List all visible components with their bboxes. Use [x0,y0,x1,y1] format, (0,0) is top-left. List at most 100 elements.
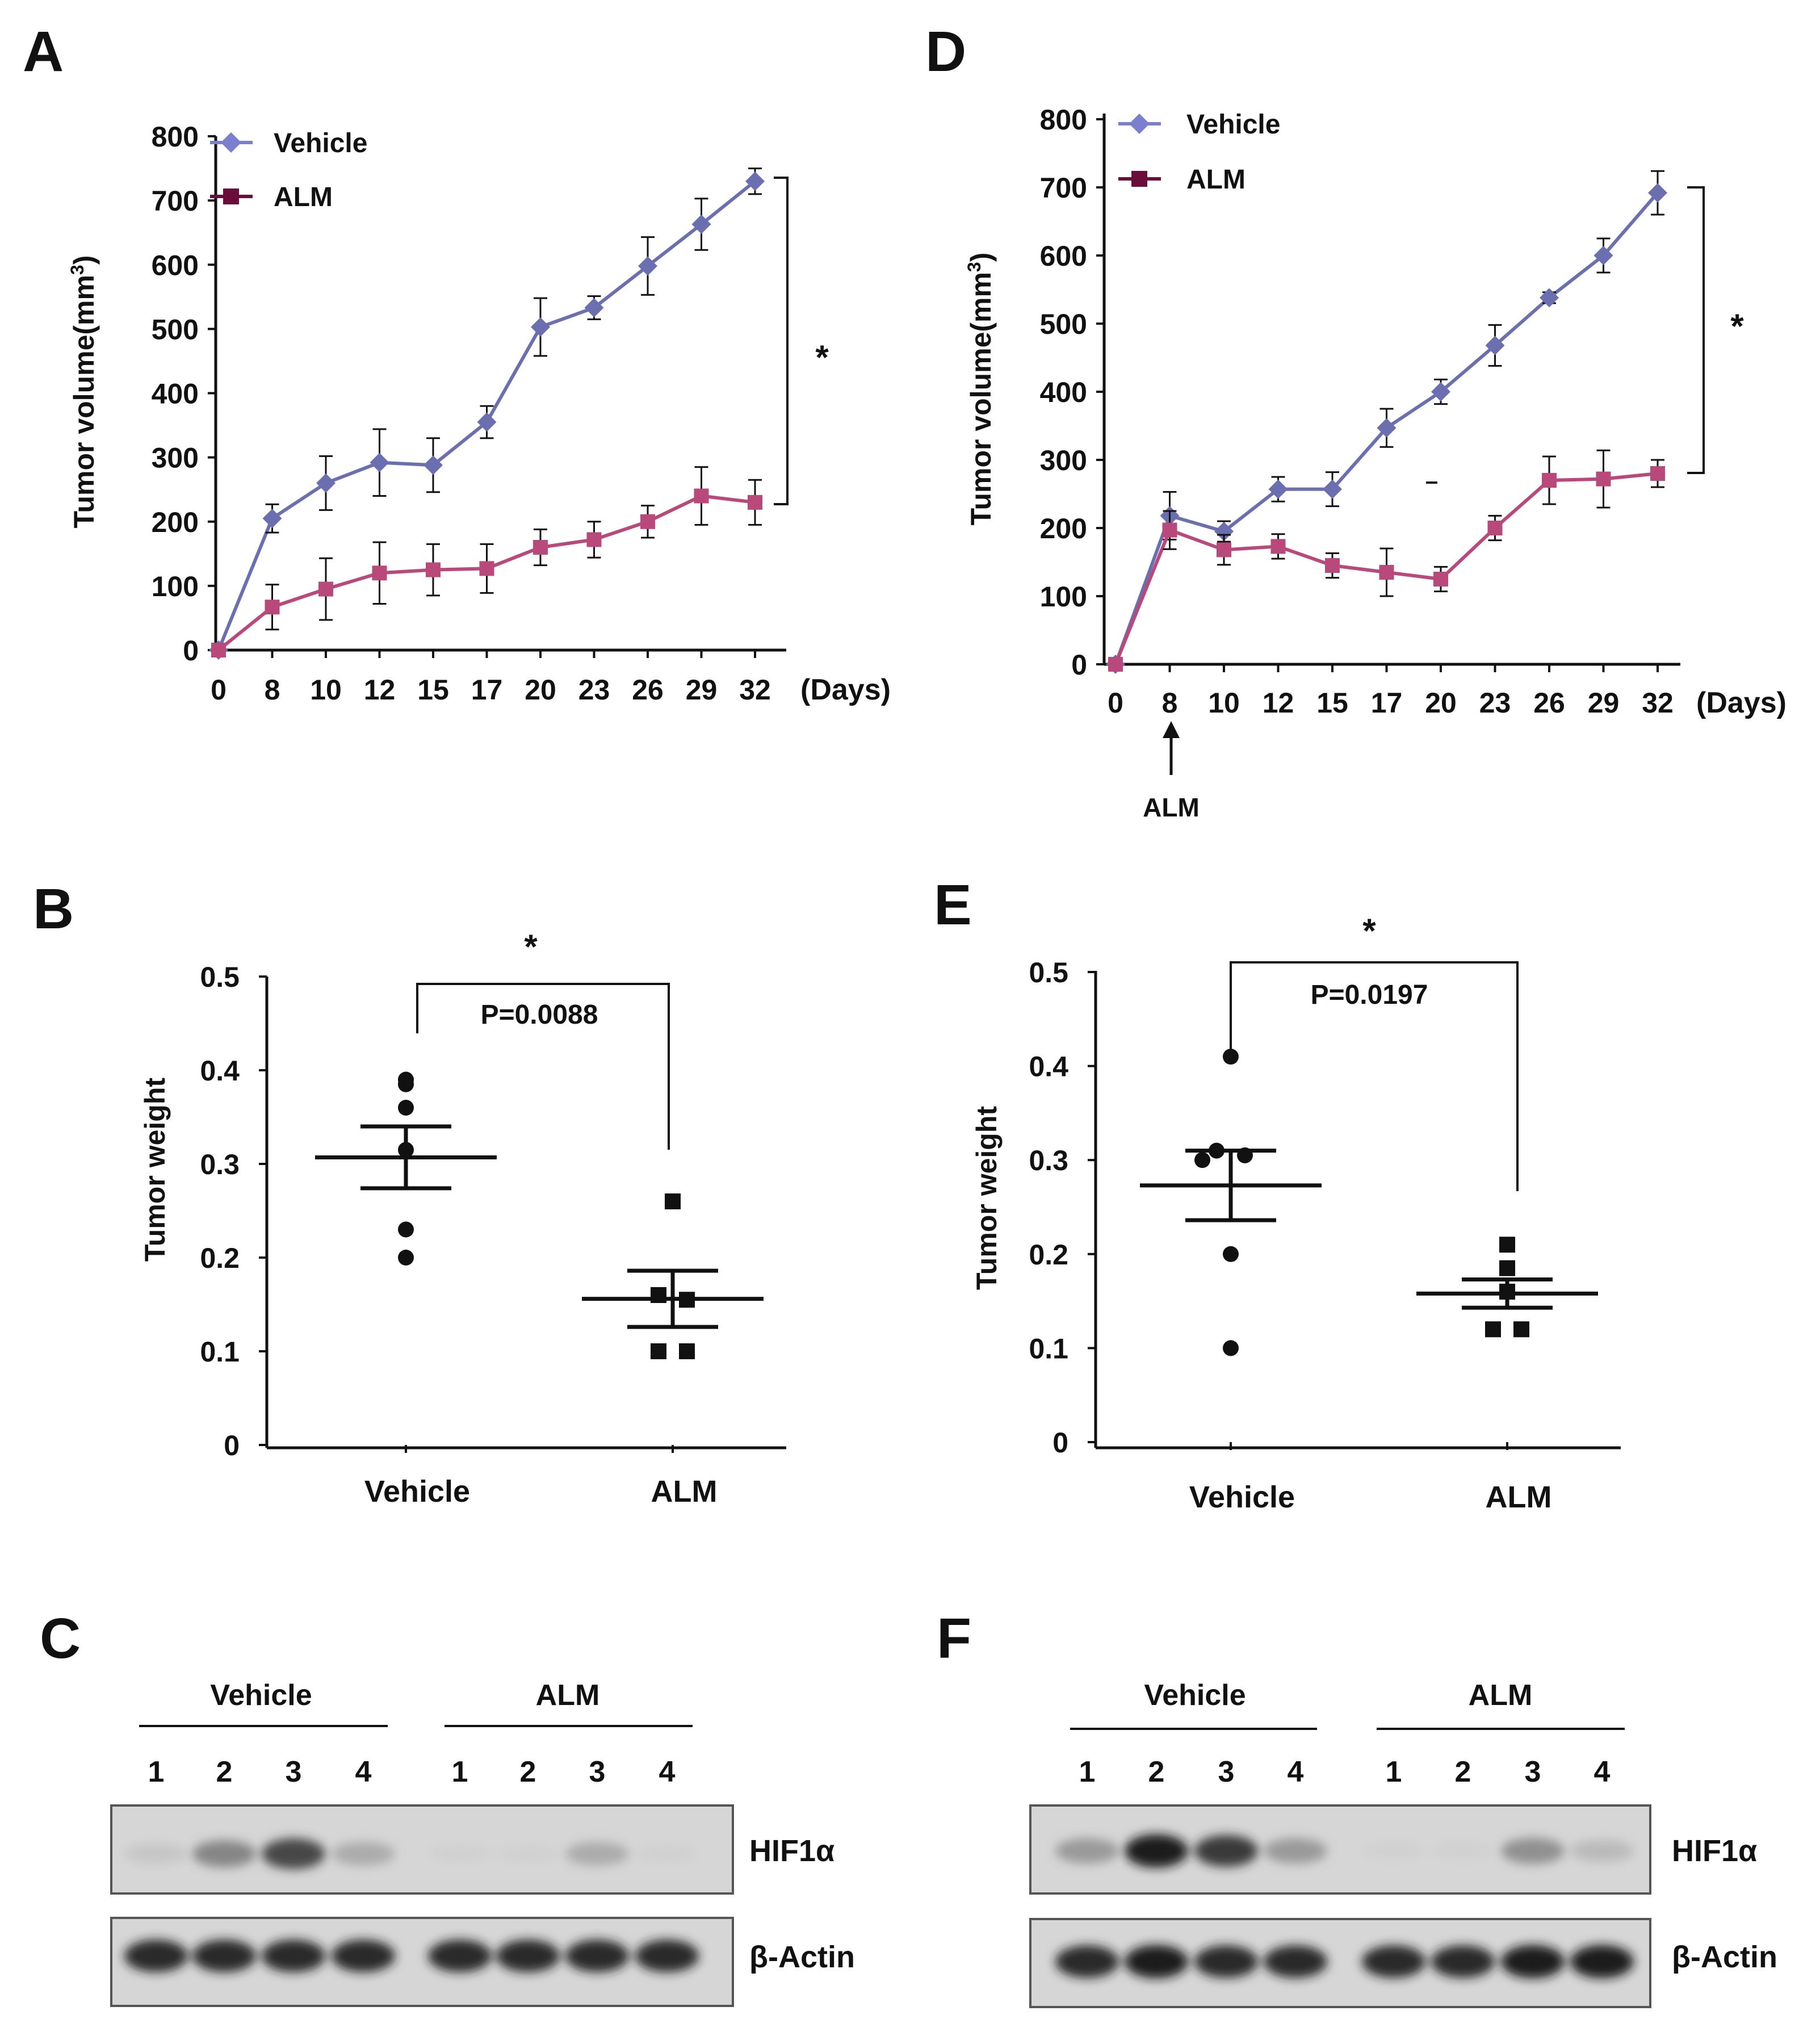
panel-f-hif1a-label: HIF1α [1672,1834,1757,1868]
panel-f-group-vehicle: Vehicle [1144,1679,1246,1712]
panel-d-x-ticks: 0 8 10 12 15 17 20 23 26 29 32 [1108,664,1674,719]
blot-band [332,1939,395,1972]
blot-band [635,1844,699,1863]
data-point-alm [265,600,280,615]
data-point-vehicle [745,171,765,191]
panel-c-hif1a-bands [124,1838,699,1870]
arrow-up-icon [1163,721,1180,738]
y-tick-label: 0.2 [1029,1239,1068,1271]
y-tick-label: 0 [183,635,199,667]
y-tick-label: 300 [1040,445,1087,476]
data-point-alm [372,565,387,581]
data-point-vehicle [638,256,657,276]
data-point-alm [1433,572,1448,586]
blot-band [1264,1945,1327,1978]
panel-a-y-label: Tumor volume(mm3) [67,255,100,529]
blot-band [1125,1834,1188,1868]
data-point-vehicle [531,317,550,337]
panel-b-y-label: Tumor weight [139,1078,171,1262]
panel-f-letter: F [937,1607,971,1670]
data-point-alm [1650,466,1665,481]
panel-d-x-unit: (Days) [1696,686,1787,719]
x-tick-label: 8 [1162,687,1178,719]
data-point-alm [694,488,709,504]
y-tick-label: 0 [224,1430,240,1461]
data-point-vehicle [1485,336,1505,355]
lane-number: 1 [452,1756,468,1788]
lane-number: 3 [286,1756,302,1788]
blot-band [262,1838,325,1870]
panel-a-letter: A [23,20,64,83]
blot-band [124,1843,188,1865]
x-tick-label: 0 [1108,687,1123,719]
panel-d-y-label: Tumor volume(mm3) [964,253,997,526]
lane-number: 4 [355,1756,372,1788]
panel-d-series [1106,170,1667,674]
y-tick-label: 0 [1052,1427,1068,1459]
blot-band [262,1939,325,1972]
panel-c-hif1a-label: HIF1α [749,1834,834,1868]
y-tick-label: 600 [1040,240,1087,272]
blot-band [332,1842,395,1866]
blot-band [635,1939,699,1972]
y-tick-label: 500 [1040,308,1087,340]
data-point-alm [1325,558,1340,573]
data-point-vehicle [1223,1049,1239,1065]
data-point-vehicle [262,509,282,529]
x-tick-label: 10 [310,674,342,706]
x-tick-label: 32 [739,674,771,706]
lane-number: 1 [148,1756,165,1788]
panel-f-group-alm: ALM [1469,1679,1533,1712]
data-point-vehicle [1223,1246,1239,1262]
x-tick-label: 8 [265,674,280,706]
y-tick-label: 0 [1071,649,1087,681]
data-point-vehicle [398,1076,414,1092]
blot-band [1055,1945,1119,1978]
x-tick-label: 12 [1263,687,1294,719]
data-point-alm [1499,1237,1515,1253]
y-tick-label: 0.3 [1029,1145,1068,1176]
panel-e-letter: E [934,873,972,937]
data-point-alm [1542,473,1557,488]
panel-b-x-ticks: Vehicle ALM [364,1445,718,1509]
data-point-vehicle [398,1221,414,1238]
y-tick-label: 400 [152,378,199,410]
x-tick-label: 17 [471,674,503,706]
data-point-vehicle [423,455,443,475]
blot-band [1194,1835,1258,1867]
lane-number: 2 [520,1756,536,1788]
x-tick-label: ALM [1486,1480,1552,1514]
legend-alm-marker [1131,171,1147,187]
data-point-vehicle [1648,183,1667,203]
panel-c-lane-numbers: 1 2 3 4 1 2 3 4 [148,1756,676,1788]
panel-d-significance-star: * [1730,307,1744,345]
data-point-vehicle [1223,1340,1239,1356]
data-point-vehicle [1268,479,1288,499]
legend-alm-label: ALM [274,182,333,212]
panel-d-significance-bracket [1687,186,1705,474]
x-tick-label: 32 [1642,687,1674,719]
lane-number: 2 [1455,1756,1471,1788]
panel-d-legend: Vehicle ALM [1118,110,1280,195]
y-tick-label: 0.4 [200,1055,240,1087]
panel-f-western-blot: F Vehicle ALM 1 2 3 4 1 2 3 4 HIF1α β-Actin [937,1607,1777,2008]
panel-b-y-ticks: 0 0.1 0.2 0.3 0.4 0.5 [200,961,267,1461]
data-point-vehicle [1431,382,1450,401]
y-tick-label: 0.1 [1029,1333,1068,1364]
data-point-alm [1499,1260,1515,1276]
panel-c-group-vehicle: Vehicle [210,1679,312,1712]
data-point-vehicle [1194,1152,1210,1168]
panel-e-points [1140,1049,1598,1356]
panel-e-y-label: Tumor weight [971,1106,1003,1290]
blot-band [565,1939,629,1972]
x-tick-label: ALM [651,1474,718,1509]
y-tick-label: 0.1 [200,1336,240,1368]
y-tick-label: 200 [1040,513,1087,544]
panel-e-x-ticks: Vehicle ALM [1189,1442,1552,1514]
legend-alm-marker [223,188,239,204]
x-tick-label: Vehicle [1189,1480,1295,1514]
y-tick-label: 500 [152,313,199,345]
data-point-vehicle [1540,288,1559,308]
blot-band [1362,1945,1425,1978]
y-tick-label: 300 [152,442,199,474]
